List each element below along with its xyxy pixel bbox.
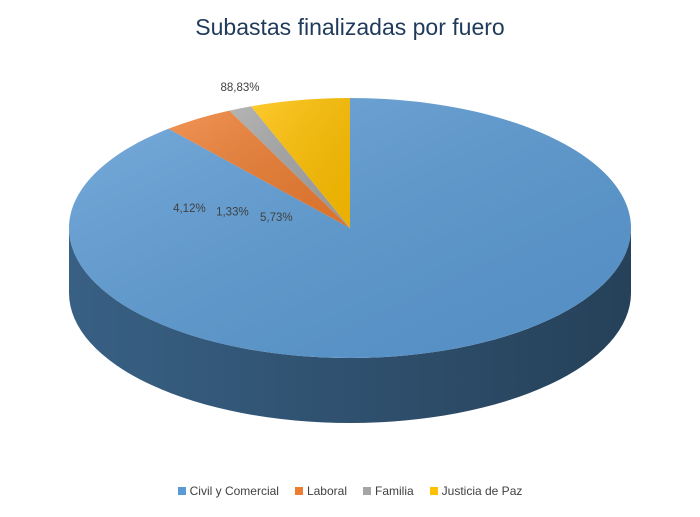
legend-swatch <box>429 487 438 495</box>
slice-shine-laboral <box>168 110 350 228</box>
pie-tops <box>68 98 631 358</box>
slice-shine-familia <box>229 106 350 228</box>
legend-item-justicia-de-paz: Justicia de Paz <box>429 484 523 498</box>
chart-title: Subastas finalizadas por fuero <box>195 14 505 40</box>
data-label-justicia-de-paz: 5,73% <box>260 212 293 224</box>
legend-swatch <box>294 487 303 495</box>
legend-label: Civil y Comercial <box>189 484 279 498</box>
legend-swatch <box>362 487 371 495</box>
legend-label: Justicia de Paz <box>441 484 523 498</box>
pie-chart: 88,83% 4,12% 1,33% 5,73% <box>68 82 631 423</box>
pie-sides <box>69 228 631 423</box>
legend-swatch <box>177 487 186 495</box>
slice-shine-justicia-de-paz <box>251 98 350 228</box>
data-label-civil-y-comercial: 88,83% <box>220 82 259 94</box>
legend-item-civil-y-comercial: Civil y Comercial <box>177 484 279 498</box>
legend-label: Laboral <box>306 484 347 498</box>
data-label-laboral: 4,12% <box>173 203 206 215</box>
slice-side-civil-y-comercial <box>69 228 631 423</box>
data-labels: 88,83% 4,12% 1,33% 5,73% <box>173 82 293 224</box>
legend-item-laboral: Laboral <box>294 484 347 498</box>
data-label-familia: 1,33% <box>216 206 249 218</box>
legend-label: Familia <box>374 484 414 498</box>
legend: Civil y Comercial Laboral Familia Justicia … <box>0 484 700 498</box>
legend-item-familia: Familia <box>362 484 414 498</box>
